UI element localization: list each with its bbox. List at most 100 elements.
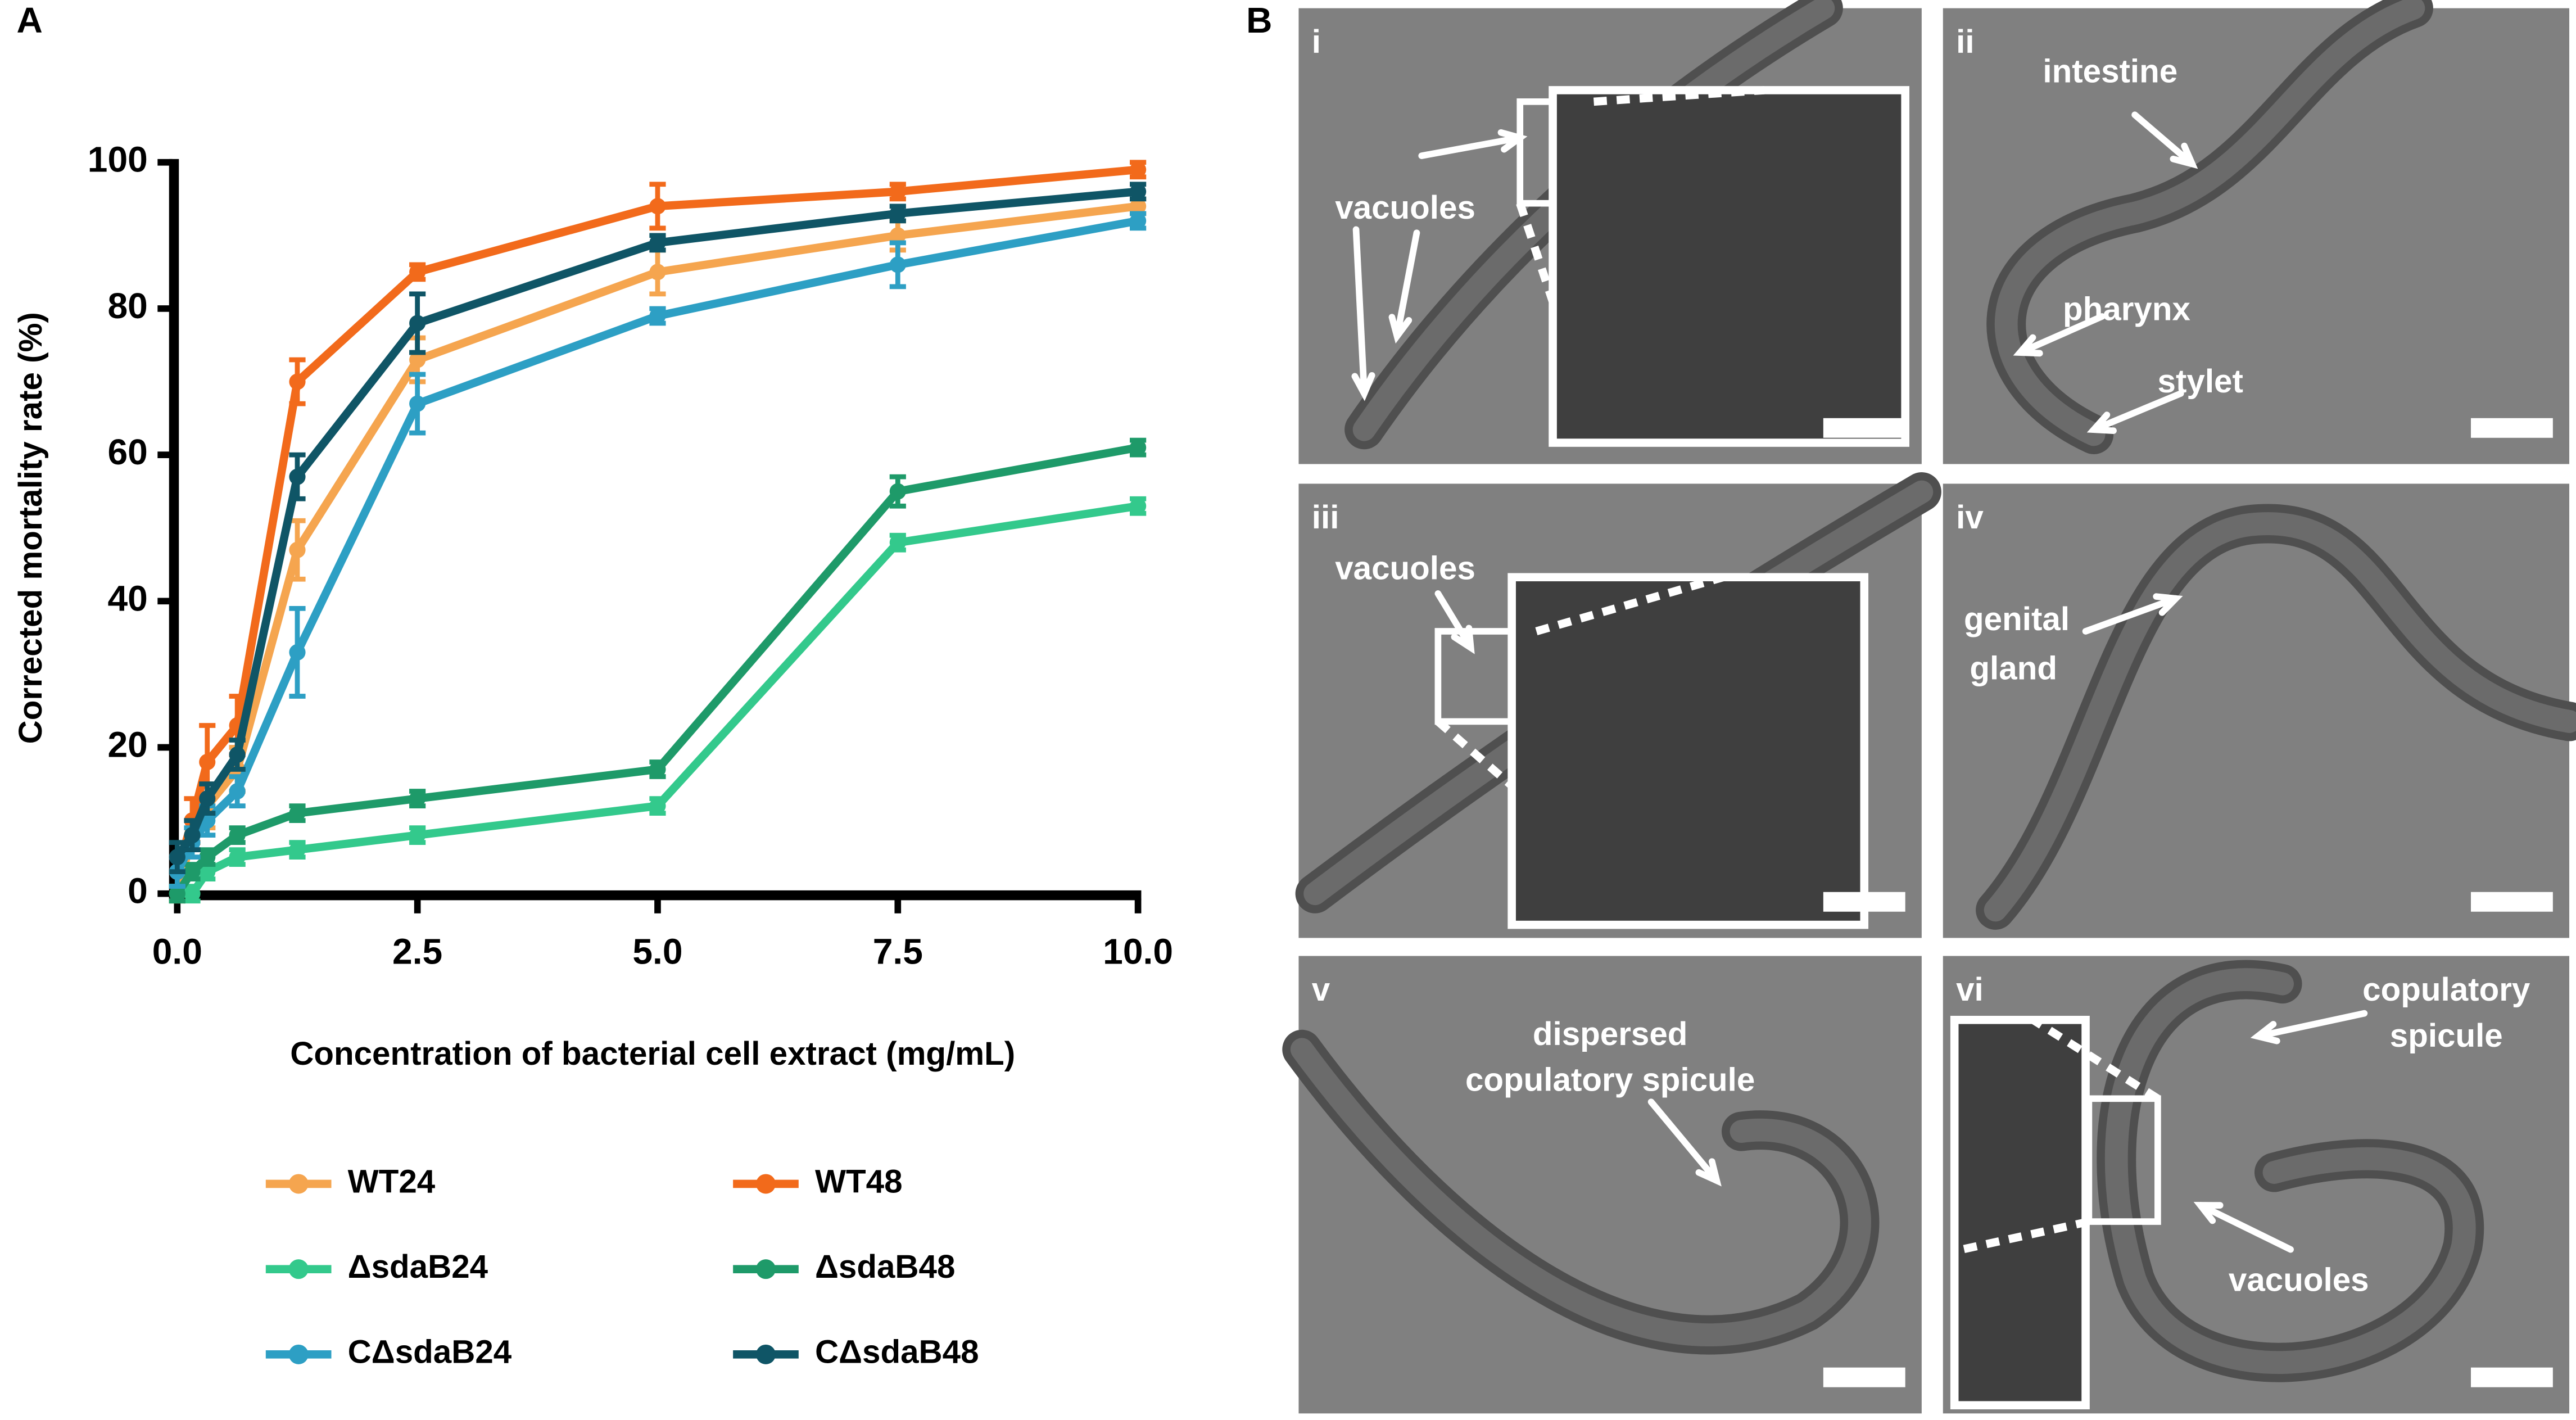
annotation: genital: [1964, 601, 2070, 637]
arrow: [1647, 1098, 1722, 1187]
data-point: [1130, 161, 1147, 178]
worm-interior: [1290, 1038, 1871, 1346]
legend-label: WT48: [815, 1163, 903, 1200]
data-point: [649, 797, 666, 815]
data-point: [289, 842, 306, 858]
data-point: [199, 790, 216, 807]
zoom-connector: [1516, 202, 1557, 304]
legend-marker: [755, 1259, 776, 1279]
micrograph-label: ii: [1956, 24, 1974, 60]
panel-label: B: [1246, 0, 1272, 40]
zoom-inset: [1950, 1015, 2090, 1410]
data-point: [649, 307, 666, 324]
data-point: [199, 849, 216, 866]
legend-label: WT24: [348, 1163, 436, 1200]
x-tick-label: 10.0: [1103, 931, 1173, 972]
annotation: copulatory: [2362, 971, 2530, 1008]
data-point: [409, 790, 426, 807]
data-point: [889, 227, 906, 244]
y-tick-label: 20: [107, 724, 147, 765]
scale-bar: [2471, 418, 2553, 438]
legend-label: CΔsdaB48: [815, 1334, 979, 1371]
data-point: [169, 885, 185, 902]
arrow: [2086, 390, 2184, 435]
arrow: [2013, 313, 2106, 357]
data-point: [184, 863, 201, 880]
data-point: [199, 863, 216, 880]
worm-interior: [2104, 968, 2476, 1374]
data-point: [409, 827, 426, 844]
x-tick-label: 2.5: [392, 931, 442, 972]
data-point: [1130, 498, 1147, 514]
scale-bar: [2471, 1367, 2553, 1387]
x-tick-label: 7.5: [873, 931, 923, 972]
worm-interior: [1984, 512, 2576, 922]
data-point: [889, 534, 906, 551]
data-point: [229, 849, 246, 866]
data-point: [289, 373, 306, 390]
y-tick-label: 80: [107, 286, 147, 326]
zoom-inset: [1507, 573, 1869, 929]
data-point: [889, 183, 906, 200]
x-axis-title: Concentration of bacterial cell extract …: [290, 1035, 1015, 1072]
data-point: [1130, 439, 1147, 456]
data-point: [169, 849, 185, 866]
data-point: [649, 234, 666, 251]
arrow: [2250, 1010, 2368, 1044]
zoom-connector: [2031, 1016, 2160, 1102]
arrow: [2082, 593, 2183, 635]
data-point: [889, 483, 906, 500]
annotation: pharynx: [2063, 291, 2190, 328]
data-point: [1130, 198, 1147, 215]
annotation: stylet: [2158, 363, 2243, 400]
series-line: [177, 501, 1139, 898]
data-point: [289, 541, 306, 558]
annotation: vacuoles: [1335, 550, 1475, 586]
micrograph-label: i: [1312, 24, 1321, 60]
zoom-inset: [1549, 86, 1909, 447]
legend-label: ΔsdaB48: [815, 1249, 955, 1285]
data-point: [229, 746, 246, 763]
data-point: [409, 315, 426, 332]
y-tick-label: 0: [128, 871, 148, 911]
y-tick-label: 40: [107, 578, 147, 618]
micrograph-label: v: [1312, 971, 1330, 1008]
legend-marker: [288, 1259, 309, 1279]
annotation: intestine: [2043, 53, 2177, 90]
data-point: [409, 351, 426, 368]
arrow: [1418, 129, 1528, 159]
y-axis-title: Corrected mortality rate (%): [12, 312, 49, 744]
data-point: [229, 827, 246, 844]
data-point: [289, 644, 306, 661]
y-tick-label: 100: [88, 139, 148, 180]
data-point: [409, 395, 426, 412]
data-point: [229, 783, 246, 800]
data-point: [184, 827, 201, 844]
panel-label: A: [16, 0, 42, 40]
annotation: copulatory spicule: [1465, 1062, 1755, 1098]
annotation: dispersed: [1533, 1016, 1688, 1052]
y-tick-label: 60: [107, 432, 147, 472]
annotation: vacuoles: [1335, 189, 1475, 226]
data-point: [409, 264, 426, 281]
legend-marker: [288, 1174, 309, 1194]
arrow: [1434, 590, 1475, 654]
zoom-connector: [1435, 718, 1515, 789]
data-point: [1130, 212, 1147, 229]
data-point: [199, 753, 216, 771]
micrograph-label: iv: [1956, 499, 1984, 536]
data-point: [649, 761, 666, 778]
arrow: [2193, 1201, 2294, 1253]
scale-bar: [1823, 418, 1905, 438]
scale-bar: [1823, 892, 1905, 912]
arrow: [2131, 111, 2198, 169]
micrograph-label: iii: [1312, 499, 1339, 536]
legend-label: ΔsdaB24: [348, 1249, 488, 1285]
legend-marker: [755, 1344, 776, 1364]
annotation: spicule: [2390, 1017, 2503, 1054]
data-point: [289, 805, 306, 822]
x-tick-label: 0.0: [152, 931, 202, 972]
data-point: [1130, 183, 1147, 200]
